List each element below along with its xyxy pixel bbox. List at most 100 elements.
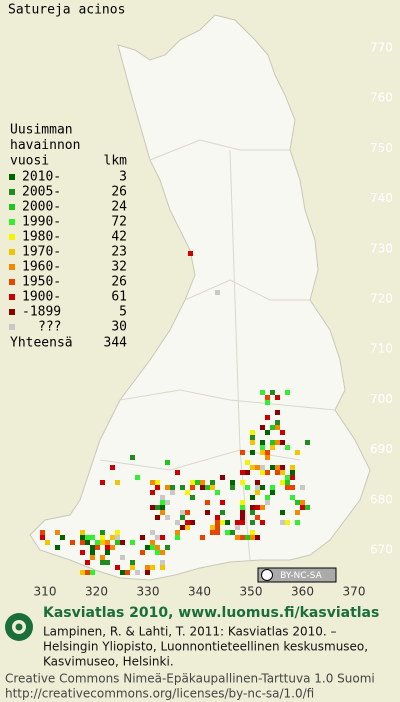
observation-square — [270, 465, 275, 470]
observation-square — [150, 530, 155, 535]
observation-square — [270, 425, 275, 430]
observation-square — [300, 485, 305, 490]
x-grid-label: 350 — [240, 585, 263, 599]
observation-square — [85, 570, 90, 575]
observation-square — [230, 485, 235, 490]
observation-square — [125, 570, 130, 575]
grid-labels: 770 760 750 740 730 720 710 700 690 680 670 310 320 3… — [34, 41, 393, 599]
observation-square — [80, 550, 85, 555]
observation-square — [90, 570, 95, 575]
observation-square — [210, 530, 215, 535]
observation-square — [100, 555, 105, 560]
observation-square — [160, 510, 165, 515]
observation-square — [180, 485, 185, 490]
observation-square — [155, 550, 160, 555]
legend-label: 1970- — [22, 245, 61, 260]
observation-square — [225, 520, 230, 525]
observation-square — [265, 395, 270, 400]
observation-square — [290, 485, 295, 490]
observation-square — [160, 505, 165, 510]
observation-square — [270, 390, 275, 395]
observation-square — [120, 540, 125, 545]
observation-square — [188, 251, 193, 256]
observation-square — [160, 495, 165, 500]
observation-square — [280, 430, 285, 435]
x-grid-label: 340 — [188, 585, 211, 599]
observation-square — [150, 480, 155, 485]
observation-square — [100, 480, 105, 485]
legend-swatch — [9, 189, 15, 195]
observation-square — [170, 490, 175, 495]
observation-square — [300, 505, 305, 510]
observation-square — [190, 520, 195, 525]
observation-square — [155, 505, 160, 510]
logo — [5, 613, 33, 641]
observation-square — [240, 520, 245, 525]
observation-square — [145, 570, 150, 575]
citation-line: Helsingin Yliopisto, Luonnontieteellinen… — [43, 640, 368, 654]
y-grid-label: 760 — [370, 91, 393, 105]
observation-square — [115, 540, 120, 545]
observation-square — [105, 560, 110, 565]
observation-square — [285, 475, 290, 480]
citation-line: Kasvimuseo, Helsinki. — [43, 655, 174, 669]
observation-square — [280, 510, 285, 515]
legend-swatch — [9, 204, 15, 210]
observation-square — [280, 465, 285, 470]
observation-square — [260, 485, 265, 490]
legend-swatch — [9, 324, 15, 330]
observation-square — [260, 390, 265, 395]
observation-square — [110, 465, 115, 470]
observation-square — [165, 485, 170, 490]
observation-square — [240, 535, 245, 540]
observation-square — [200, 480, 205, 485]
observation-square — [240, 480, 245, 485]
border — [149, 139, 290, 161]
legend-swatch — [9, 264, 15, 270]
observation-square — [140, 550, 145, 555]
observation-square — [100, 560, 105, 565]
observation-square — [260, 450, 265, 455]
observation-square — [160, 565, 165, 570]
observation-square — [90, 535, 95, 540]
observation-square — [255, 490, 260, 495]
y-grid-label: 690 — [370, 442, 393, 456]
observation-square — [85, 560, 90, 565]
observation-square — [215, 290, 220, 295]
badge-box — [257, 567, 337, 583]
observation-square — [255, 505, 260, 510]
observation-square — [270, 490, 275, 495]
observation-square — [245, 470, 250, 475]
observation-square — [205, 500, 210, 505]
observation-square — [115, 530, 120, 535]
observation-square — [275, 440, 280, 445]
observation-square — [115, 480, 120, 485]
observation-square — [260, 445, 265, 450]
land — [29, 14, 371, 581]
legend-count-header: lkm — [104, 154, 128, 169]
legend-label: -1899 — [22, 305, 61, 320]
observation-square — [280, 440, 285, 445]
observation-square — [260, 470, 265, 475]
observation-square — [100, 535, 105, 540]
observation-square — [245, 485, 250, 490]
y-grid-label: 700 — [370, 392, 393, 406]
observation-square — [155, 485, 160, 490]
observation-square — [250, 505, 255, 510]
observation-square — [220, 510, 225, 515]
observation-square — [265, 455, 270, 460]
observation-square — [240, 500, 245, 505]
observation-square — [175, 535, 180, 540]
observation-square — [105, 550, 110, 555]
observation-square — [95, 540, 100, 545]
observation-square — [275, 420, 280, 425]
observation-square — [240, 515, 245, 520]
observation-square — [255, 485, 260, 490]
observation-square — [150, 540, 155, 545]
observation-square — [160, 550, 165, 555]
observation-square — [140, 535, 145, 540]
observation-square — [215, 520, 220, 525]
observation-square — [190, 485, 195, 490]
observation-square — [175, 470, 180, 475]
